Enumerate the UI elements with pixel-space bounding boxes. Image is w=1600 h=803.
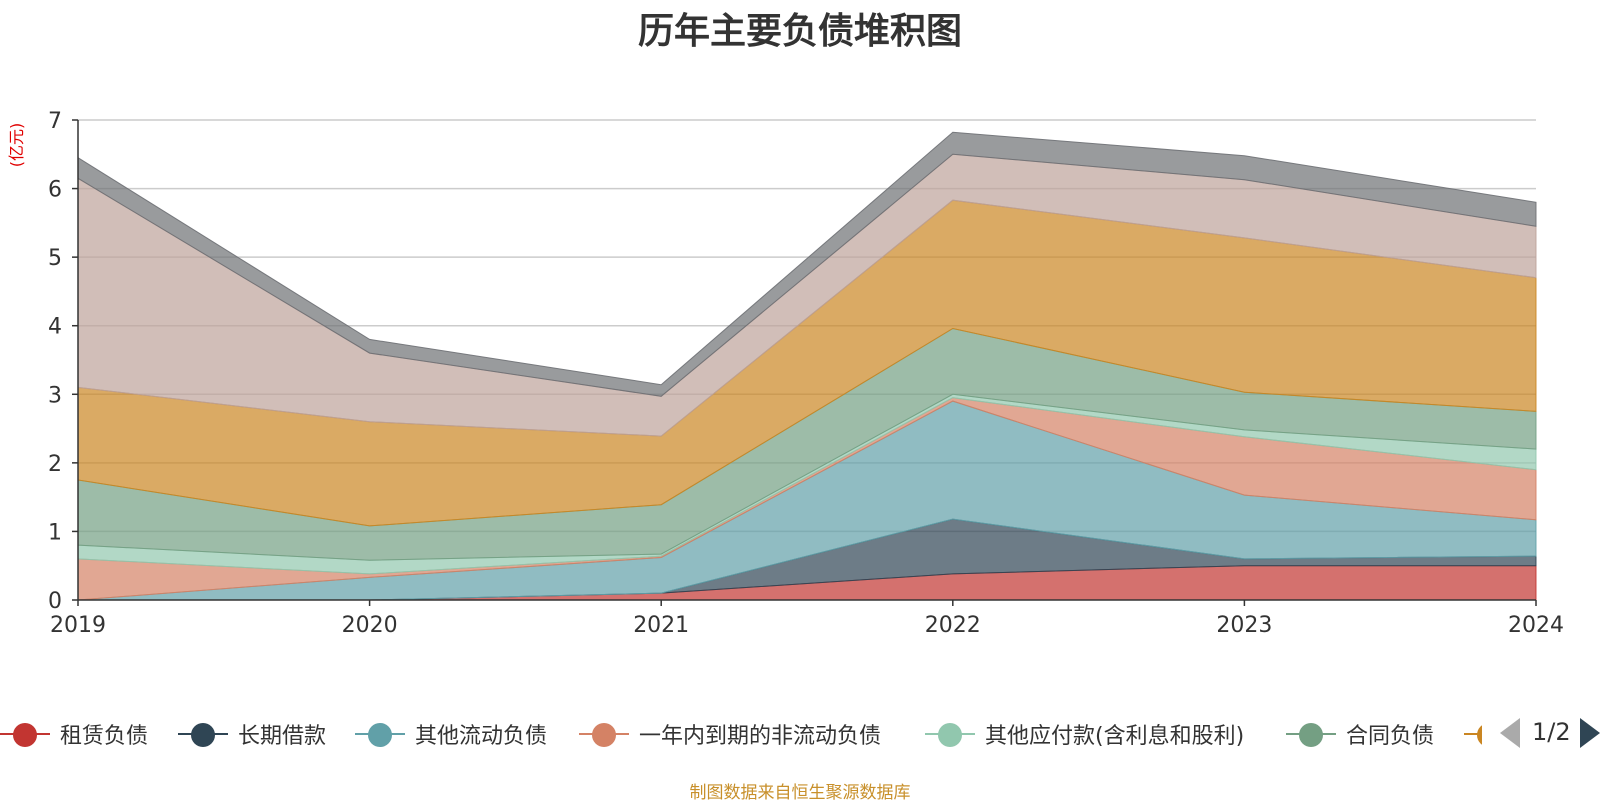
legend-item-contract-liabilities[interactable]: 合同负债 <box>1286 712 1434 756</box>
stacked-area-chart: 0 1 2 3 4 5 6 7 2019 2020 2021 2022 2023 2024 (亿元) <box>7 109 1564 638</box>
legend: 租赁负债 长期借款 其他流动负债 一年内到期的非流动负债 其他应付款(含利息和股… <box>0 712 1600 756</box>
legend-label: 合同负债 <box>1346 724 1435 749</box>
legend-page-indicator: 1/2 <box>1532 718 1571 746</box>
y-tick-label: 1 <box>48 520 62 545</box>
y-axis-unit-label: (亿元) <box>7 123 26 168</box>
legend-item-truncated[interactable] <box>1464 712 1482 756</box>
legend-item-lease-liabilities[interactable]: 租赁负债 <box>0 712 148 756</box>
area-layer <box>77 131 1537 601</box>
y-tick-label: 2 <box>48 452 62 477</box>
y-tick-label: 3 <box>48 383 62 408</box>
legend-item-other-payables[interactable]: 其他应付款(含利息和股利) <box>925 712 1244 756</box>
legend-item-current-portion-noncurrent[interactable]: 一年内到期的非流动负债 <box>579 712 881 756</box>
x-tick-label: 2020 <box>342 613 398 638</box>
area-series-8[interactable] <box>77 131 1537 397</box>
x-tick-label: 2021 <box>633 613 689 638</box>
x-tick-label: 2024 <box>1508 613 1564 638</box>
chart-title: 历年主要负债堆积图 <box>637 11 962 52</box>
legend-label: 长期借款 <box>238 724 327 749</box>
legend-label: 其他流动负债 <box>415 724 548 749</box>
y-tick-label: 5 <box>48 246 62 271</box>
legend-item-long-term-loans[interactable]: 长期借款 <box>178 712 326 756</box>
legend-marker-icon <box>178 712 228 756</box>
legend-prev-page-icon[interactable] <box>1500 718 1520 748</box>
legend-item-other-current-liabilities[interactable]: 其他流动负债 <box>355 712 547 756</box>
legend-label: 租赁负债 <box>60 724 149 749</box>
legend-marker-icon <box>0 712 50 756</box>
legend-marker-icon <box>579 712 629 756</box>
legend-next-page-icon[interactable] <box>1580 718 1600 748</box>
x-tick-label: 2022 <box>925 613 981 638</box>
y-tick-label: 0 <box>48 589 62 614</box>
legend-label: 其他应付款(含利息和股利) <box>985 724 1245 749</box>
source-note: 制图数据来自恒生聚源数据库 <box>689 783 911 803</box>
legend-marker-icon <box>1286 712 1336 756</box>
legend-marker-icon <box>925 712 975 756</box>
legend-marker-icon <box>1464 712 1482 756</box>
axis-layer: 0 1 2 3 4 5 6 7 2019 2020 2021 2022 2023 2024 <box>48 109 1564 638</box>
legend-marker-icon <box>355 712 405 756</box>
legend-label: 一年内到期的非流动负债 <box>639 724 882 749</box>
x-tick-label: 2023 <box>1216 613 1272 638</box>
y-tick-label: 4 <box>48 315 62 340</box>
y-tick-label: 6 <box>48 178 62 203</box>
y-tick-label: 7 <box>48 109 62 134</box>
x-tick-label: 2019 <box>50 613 106 638</box>
